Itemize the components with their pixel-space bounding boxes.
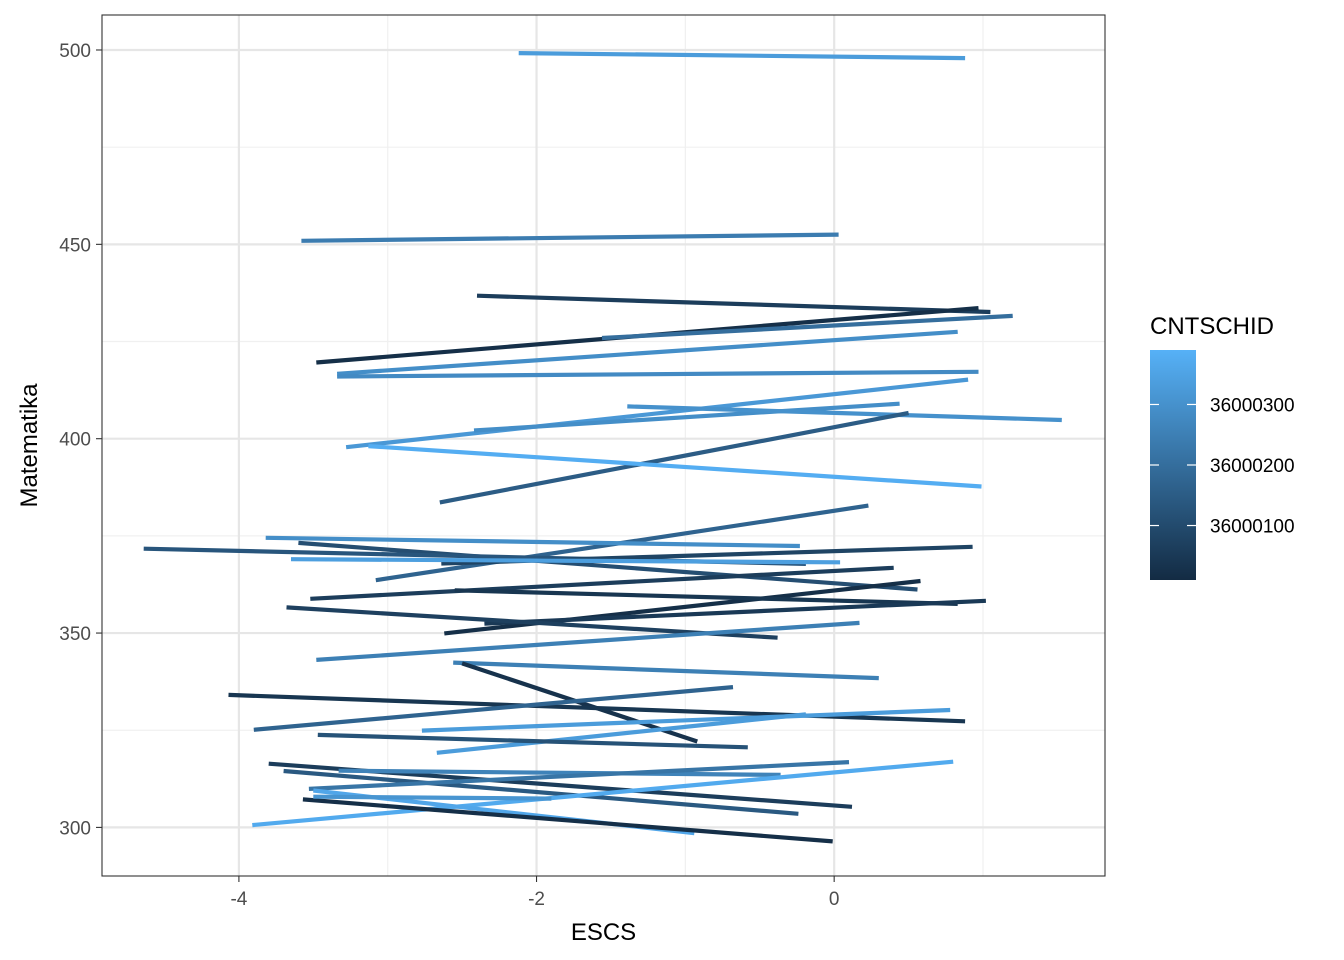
series-line bbox=[253, 685, 734, 732]
series-line bbox=[368, 444, 982, 489]
legend: CNTSCHID 36000300 36000200 36000100 bbox=[1150, 313, 1295, 580]
series-line bbox=[316, 620, 860, 662]
series-line bbox=[454, 588, 958, 606]
series-line bbox=[301, 232, 839, 243]
series-line bbox=[338, 768, 781, 777]
x-tick-label: 0 bbox=[829, 889, 840, 910]
series-line bbox=[313, 794, 552, 801]
series-lines bbox=[143, 51, 1062, 844]
series-line bbox=[283, 768, 799, 816]
series-line bbox=[265, 535, 800, 549]
series-line bbox=[336, 329, 958, 376]
legend-ticks: 36000300 36000200 36000100 bbox=[1150, 395, 1295, 538]
panel-border bbox=[101, 14, 1106, 877]
legend-break-label: 36000200 bbox=[1210, 456, 1295, 477]
series-line bbox=[345, 377, 969, 450]
series-line bbox=[308, 760, 850, 791]
series-line bbox=[484, 598, 986, 626]
series-line bbox=[518, 51, 966, 61]
legend-title: CNTSCHID bbox=[1150, 313, 1274, 340]
series-line bbox=[444, 578, 921, 636]
series-line bbox=[310, 565, 894, 601]
legend-break-label: 36000100 bbox=[1210, 517, 1295, 538]
series-line bbox=[601, 313, 1013, 341]
y-tick-label: 350 bbox=[59, 624, 91, 645]
series-line bbox=[439, 410, 909, 505]
series-line bbox=[421, 707, 951, 733]
y-tick-label: 500 bbox=[59, 41, 91, 62]
series-line bbox=[290, 557, 841, 565]
axes: 300 350 400 450 500 -4 -2 0 bbox=[59, 41, 839, 910]
legend-break-label: 36000300 bbox=[1210, 395, 1295, 416]
series-line bbox=[317, 732, 748, 750]
grid bbox=[102, 15, 1105, 876]
y-axis-title: Matematika bbox=[16, 383, 43, 508]
x-axis-title: ESCS bbox=[571, 919, 636, 946]
y-tick-label: 450 bbox=[59, 235, 91, 256]
series-line bbox=[302, 797, 833, 844]
series-line bbox=[473, 401, 900, 433]
series-line bbox=[476, 293, 991, 315]
series-line bbox=[627, 404, 1062, 423]
series-line bbox=[228, 692, 966, 724]
series-line bbox=[298, 540, 918, 592]
x-tick-label: -2 bbox=[528, 889, 545, 910]
series-line bbox=[453, 660, 879, 681]
x-tick-label: -4 bbox=[230, 889, 247, 910]
series-line bbox=[252, 759, 954, 828]
series-line bbox=[436, 712, 807, 755]
y-tick-label: 400 bbox=[59, 430, 91, 451]
y-tick-label: 300 bbox=[59, 818, 91, 839]
series-line bbox=[337, 369, 979, 379]
